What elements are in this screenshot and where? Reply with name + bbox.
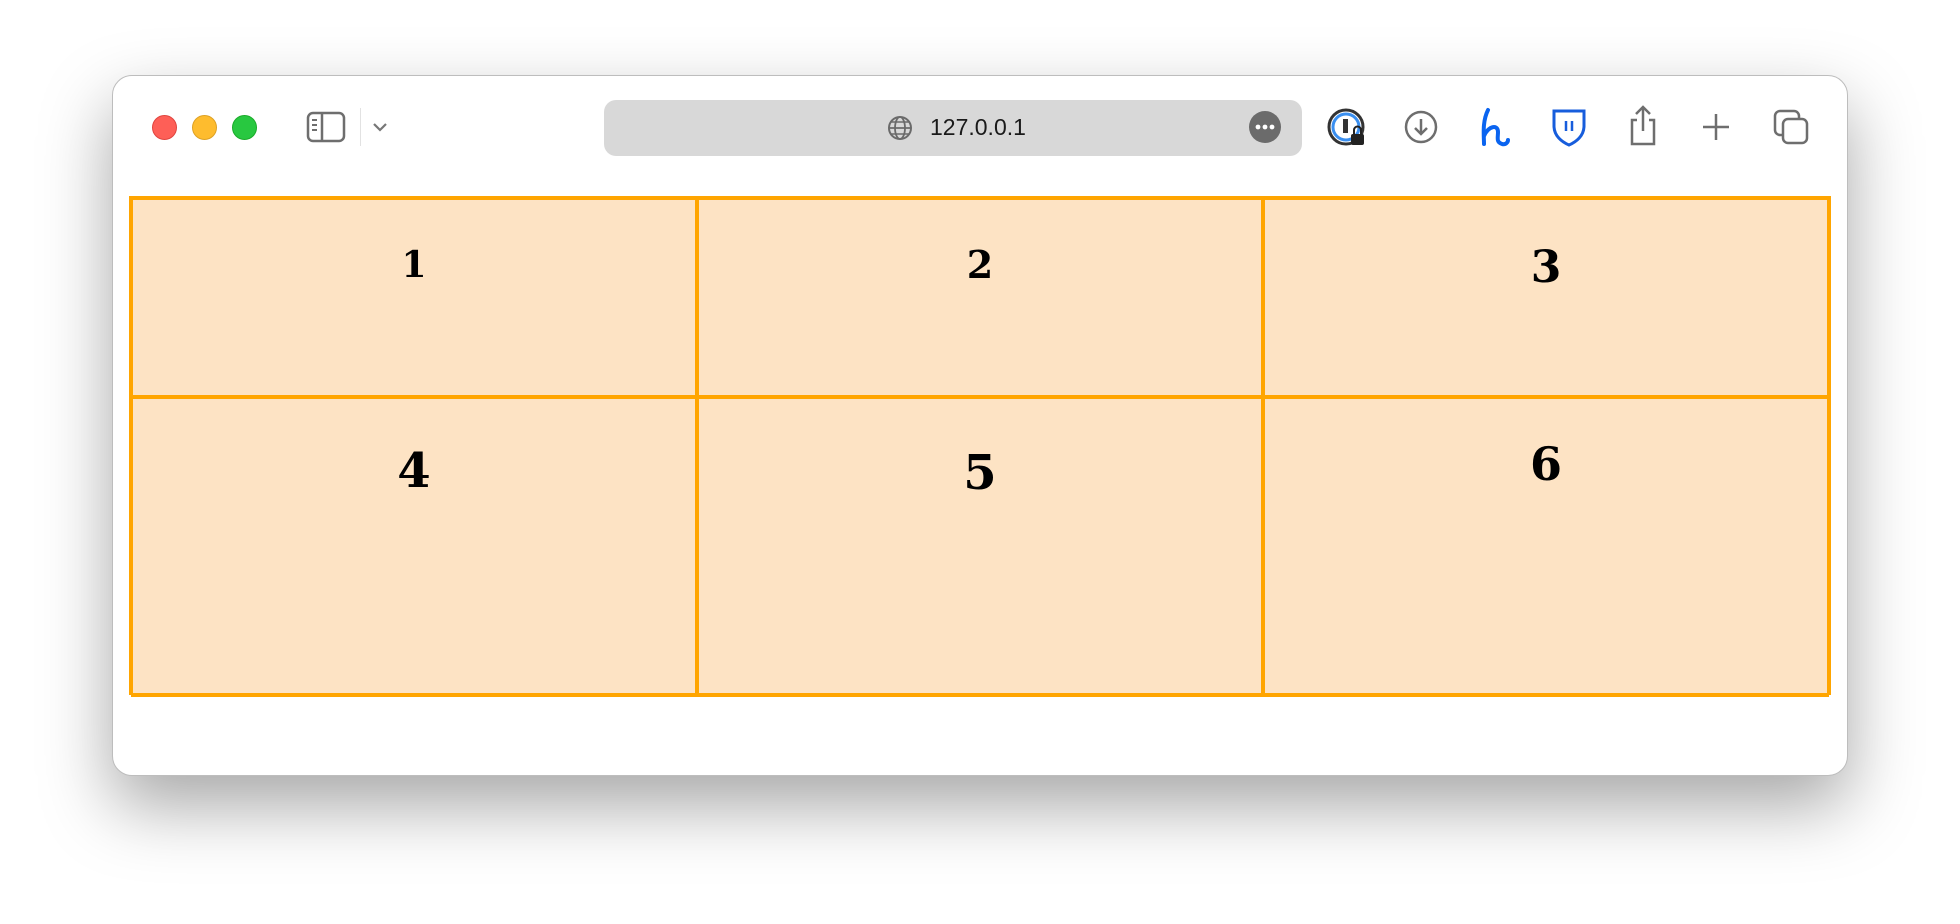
honey-extension-icon[interactable] — [1476, 106, 1512, 148]
grid-cell-2: 2 — [697, 198, 1263, 397]
cell-label: 2 — [966, 242, 994, 287]
chevron-down-icon[interactable] — [370, 118, 390, 136]
cell-label: 3 — [1530, 242, 1562, 293]
new-tab-icon[interactable] — [1700, 111, 1732, 143]
download-icon[interactable] — [1404, 110, 1438, 144]
cell-label: 1 — [401, 244, 427, 286]
address-bar[interactable] — [604, 100, 1302, 156]
divider — [360, 108, 361, 146]
grid-container: 1 2 3 4 5 6 — [129, 196, 1831, 697]
zoom-button[interactable] — [232, 115, 257, 140]
grid-cell-4: 4 — [131, 397, 697, 697]
grid-cell-3: 3 — [1263, 198, 1829, 397]
cell-label: 5 — [963, 445, 997, 501]
globe-icon — [886, 114, 914, 142]
cell-label: 6 — [1529, 437, 1562, 491]
close-button[interactable] — [152, 115, 177, 140]
url-text[interactable]: 127.0.0.1 — [930, 114, 1026, 140]
tab-overview-icon[interactable] — [1772, 108, 1810, 146]
password-manager-icon[interactable] — [1326, 107, 1368, 149]
share-icon[interactable] — [1625, 104, 1661, 148]
cell-label: 4 — [397, 443, 431, 499]
sidebar-icon[interactable] — [306, 111, 346, 143]
grid-cell-5: 5 — [697, 397, 1263, 697]
grid-cell-1: 1 — [131, 198, 697, 397]
bitwarden-shield-icon[interactable] — [1550, 106, 1588, 148]
minimize-button[interactable] — [192, 115, 217, 140]
grid-cell-6: 6 — [1263, 397, 1829, 697]
more-icon[interactable] — [1249, 111, 1281, 143]
